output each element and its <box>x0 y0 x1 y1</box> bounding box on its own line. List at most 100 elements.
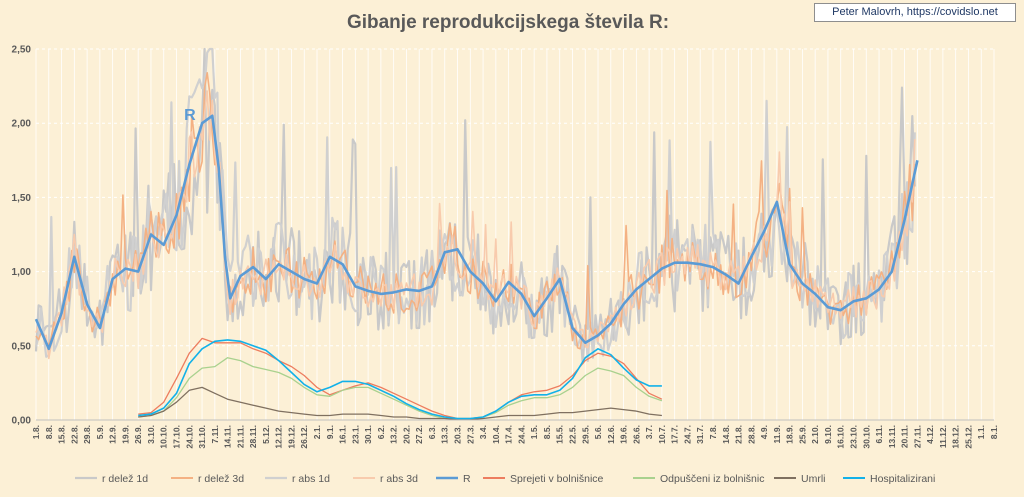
x-tick-label: 1.8. <box>31 425 41 439</box>
y-tick-label: 1,50 <box>12 193 32 204</box>
x-tick-label: 24.7. <box>682 425 692 444</box>
series-lines <box>34 47 919 420</box>
x-tick-label: 16.10. <box>836 425 846 449</box>
r-annotation: R <box>184 107 196 124</box>
legend-label: Sprejeti v bolnišnice <box>510 473 604 485</box>
x-tick-label: 7.11. <box>210 425 220 443</box>
x-tick-label: 31.10. <box>197 425 207 449</box>
x-tick-label: 12.9. <box>108 425 118 444</box>
legend-label: r abs 1d <box>292 473 330 485</box>
x-tick-label: 5.6. <box>593 425 603 439</box>
x-tick-label: 1.5. <box>529 425 539 439</box>
x-tick-label: 22.5. <box>567 425 577 444</box>
series-line <box>34 47 916 363</box>
x-tick-label: 9.10. <box>823 425 833 444</box>
x-tick-label: 27.3. <box>465 425 475 444</box>
x-tick-label: 8.1. <box>989 425 999 439</box>
x-tick-label: 19.12. <box>286 425 296 449</box>
x-tick-label: 23.1. <box>350 425 360 444</box>
x-tick-label: 27.11. <box>912 425 922 448</box>
x-tick-label: 17.10. <box>172 425 182 449</box>
x-tick-label: 17.4. <box>504 425 514 444</box>
x-tick-label: 12.12. <box>274 425 284 449</box>
x-tick-label: 13.11. <box>887 425 897 448</box>
legend: r delež 1d r delež 3d r abs 1d r abs 3d R Spr… <box>75 473 935 485</box>
x-tick-label: 14.11. <box>223 425 233 448</box>
x-tick-label: 10.10. <box>159 425 169 449</box>
x-tick-label: 18.9. <box>785 425 795 444</box>
x-tick-label: 21.8. <box>734 425 744 444</box>
x-tick-label: 7.8. <box>708 425 718 439</box>
y-tick-label: 1,00 <box>12 267 32 278</box>
legend-label: R <box>463 473 471 485</box>
legend-label: r delež 1d <box>102 473 148 485</box>
y-tick-label: 2,00 <box>12 119 32 130</box>
legend-label: r abs 3d <box>380 473 418 485</box>
x-tick-label: 4.9. <box>759 425 769 439</box>
x-tick-label: 24.10. <box>184 425 194 449</box>
y-tick-label: 0,50 <box>12 341 32 352</box>
x-tick-label: 26.6. <box>631 425 641 444</box>
x-tick-label: 5.12. <box>261 425 271 444</box>
x-tick-label: 3.7. <box>644 425 654 439</box>
x-tick-label: 6.11. <box>874 425 884 443</box>
x-tick-label: 8.8. <box>44 425 54 439</box>
legend-label: Umrli <box>801 473 826 485</box>
x-tick-label: 3.10. <box>146 425 156 444</box>
x-tick-label: 26.12. <box>299 425 309 449</box>
x-tick-label: 13.2. <box>389 425 399 444</box>
x-tick-label: 25.12. <box>963 425 973 449</box>
x-tick-label: 9.1. <box>325 425 335 439</box>
x-tick-label: 13.3. <box>440 425 450 444</box>
x-tick-label: 15.8. <box>57 425 67 444</box>
x-tick-label: 15.5. <box>555 425 565 444</box>
x-tick-label: 28.11. <box>248 425 258 448</box>
legend-label: Hospitalizirani <box>870 473 935 485</box>
x-tick-label: 22.8. <box>69 425 79 444</box>
series-line <box>138 337 663 420</box>
x-tick-label: 10.7. <box>657 425 667 444</box>
x-tick-label: 30.10. <box>861 425 871 449</box>
x-tick-label: 5.9. <box>95 425 105 439</box>
x-tick-label: 10.4. <box>491 425 501 444</box>
x-tick-label: 20.11. <box>900 425 910 448</box>
x-tick-label: 11.12. <box>938 425 948 448</box>
x-tick-label: 25.9. <box>797 425 807 444</box>
x-tick-label: 12.6. <box>606 425 616 444</box>
gridlines <box>35 48 995 421</box>
x-tick-label: 27.2. <box>414 425 424 444</box>
x-axis-ticks: 1.8. 8.8. 15.8. 22.8. 29.8. 5.9. 12.9. 19.9. 26.… <box>31 425 999 449</box>
x-tick-label: 20.3. <box>453 425 463 444</box>
x-tick-label: 20.2. <box>401 425 411 444</box>
x-tick-label: 18.12. <box>951 425 961 449</box>
x-tick-label: 11.9. <box>772 425 782 443</box>
y-tick-label: 2,50 <box>12 45 32 56</box>
credit-box: Peter Malovrh, https://covidslo.net <box>814 3 1016 22</box>
x-tick-label: 31.7. <box>695 425 705 444</box>
x-tick-label: 6.3. <box>427 425 437 439</box>
x-tick-label: 19.6. <box>619 425 629 444</box>
series-line <box>138 386 662 420</box>
x-tick-label: 21.11. <box>235 425 245 448</box>
x-tick-label: 29.5. <box>580 425 590 444</box>
series-line <box>34 114 919 351</box>
x-tick-label: 26.9. <box>133 425 143 444</box>
chart-title: Gibanje reprodukcijskega števila R: <box>347 12 669 33</box>
x-tick-label: 30.1. <box>363 425 373 444</box>
y-tick-label: 0,00 <box>12 416 32 427</box>
x-tick-label: 2.1. <box>312 425 322 439</box>
x-tick-label: 17.7. <box>670 425 680 444</box>
x-tick-label: 4.12. <box>925 425 935 444</box>
series-line <box>138 357 663 420</box>
x-tick-label: 28.8. <box>746 425 756 444</box>
legend-label: Odpuščeni iz bolnišnic <box>660 473 764 485</box>
x-tick-label: 29.8. <box>82 425 92 444</box>
x-tick-label: 2.10. <box>810 425 820 444</box>
x-tick-label: 14.8. <box>721 425 731 444</box>
x-tick-label: 23.10. <box>848 425 858 449</box>
x-tick-label: 6.2. <box>376 425 386 439</box>
x-tick-label: 1.1. <box>976 425 986 439</box>
x-tick-label: 24.4. <box>516 425 526 444</box>
series-line <box>138 339 662 420</box>
